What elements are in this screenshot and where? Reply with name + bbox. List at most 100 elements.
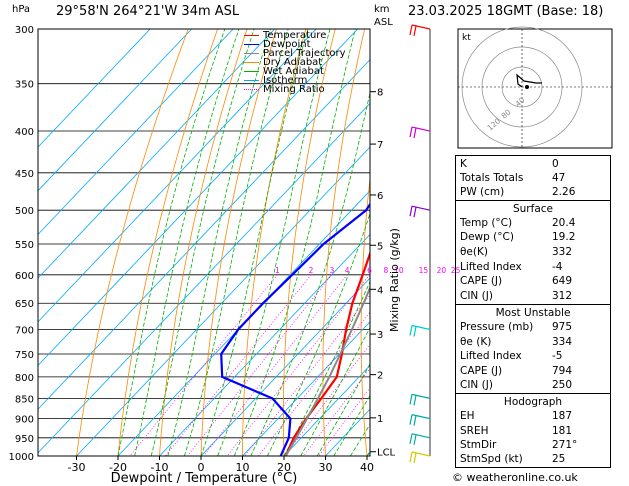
pressure-tick-label: 650 [15,299,34,310]
divider [456,393,610,394]
index-label: CAPE (J) [460,275,503,287]
wind-barb [409,126,431,139]
index-label: PW (cm) [460,186,505,198]
wet-adiabat-line [250,90,370,456]
x-tick-label: 0 [198,461,205,474]
km-tick-label: 5 [377,241,383,252]
index-label: Lifted Index [460,350,522,362]
index-value: -5 [552,350,563,362]
pressure-tick-label: 1000 [9,452,34,463]
wind-barb [409,433,431,445]
hodograph-unit-label: kt [462,33,471,43]
km-tick-label: LCL [377,448,396,459]
wet-adiabat-line [117,29,226,456]
index-value: -4 [552,261,563,273]
index-value: 187 [552,410,573,422]
wet-adiabat-line [316,363,370,456]
isotherm-line [159,233,370,456]
wet-adiabat-line [300,326,370,456]
station-location: 29°58'N 264°21'W 34m ASL [56,4,240,19]
hodograph-row: SREH 181 [460,424,606,438]
pressure-tick-label: 350 [15,80,34,91]
km-tick-label: 8 [377,88,383,99]
mixing-ratio-label: 3 [329,266,334,275]
mixing-ratio-line [226,274,370,456]
wet-adiabat-line [267,212,370,456]
mixing-ratio-label: 2 [309,266,314,275]
mixing-ratio-line [129,274,278,456]
pressure-tick-label: 700 [15,326,34,337]
legend-parcel: Parcel Trajectory [244,49,346,59]
km-tick-label: 3 [377,330,383,341]
dry-adiabat-line [242,29,307,456]
divider [456,304,610,305]
wind-barb [409,24,431,37]
plot-frame [37,28,371,457]
mixing-ratio-label: 1 [275,266,280,275]
legend-swatch [244,62,259,63]
index-label: SREH [460,425,489,437]
index-value: 0 [552,158,559,170]
pressure-tick-label: 850 [15,394,34,405]
dry-adiabat-line [434,29,453,456]
legend-isotherm: Isotherm [244,75,346,86]
height-unit-label: km ASL [374,3,393,29]
wet-adiabat-line [150,29,255,456]
pressure-tick-label: 750 [15,350,34,361]
legend-label: Mixing Ratio [263,84,325,95]
wet-adiabat-line [184,29,289,456]
mixing-ratio-label: 8 [383,266,388,275]
index-value: 332 [552,246,573,258]
pressure-tick-label: 550 [15,240,34,251]
wind-barb [409,414,431,426]
index-value: 312 [552,290,573,302]
mixing-ratio-line [244,294,370,456]
index-row: Totals Totals 47 [460,171,606,185]
isotherm-line [242,321,370,456]
surface-section-title: Surface [512,203,553,215]
index-label: StmSpd (kt) [460,453,523,465]
index-value: 19.2 [552,231,576,243]
mixing-ratio-label: 10 [394,266,404,275]
copyright-text: © weatheronline.co.uk [452,471,578,484]
legend-dry-adiabat: Dry Adiabat [244,58,346,68]
hodograph-row: StmSpd (kt) 25 [460,452,606,466]
isotherm-line [38,29,192,192]
index-value: 47 [552,172,566,184]
wind-barb [409,324,431,337]
pressure-tick-label: 900 [15,415,34,426]
mixing-ratio-label: 6 [367,266,372,275]
hodograph-section-title: Hodograph [503,396,563,408]
pressure-tick-label: 400 [15,127,34,138]
pressure-unit-label: hPa [12,4,31,15]
legend-label: Isotherm [263,75,308,86]
mixing-ratio-line [203,274,348,456]
index-label: CIN (J) [460,379,493,391]
mixing-ratio-label: 20 [437,266,447,275]
isotherm-line [38,102,370,454]
height-unit-km: km [374,4,390,15]
legend-dewpoint: Dewpoint [244,39,346,50]
legend-mixing-ratio: Mixing Ratio [244,84,346,95]
x-tick-label: -10 [151,461,169,474]
hodograph-trace [516,73,542,88]
isotherm-line [38,29,151,148]
legend-label: Dewpoint [263,39,311,50]
x-tick-label: 10 [236,461,250,474]
height-unit-asl: ASL [374,17,393,28]
index-label: StmDir [460,439,497,451]
pressure-tick-label: 500 [15,206,34,217]
index-value: 250 [552,379,573,391]
legend-swatch [244,35,259,36]
wet-adiabat-line [167,29,271,456]
index-value: 2.26 [552,186,576,198]
most-unstable-row: CAPE (J) 794 [460,364,606,378]
wind-barb [409,393,431,406]
series-parcel-trajectory [284,285,370,456]
legend-label: Temperature [263,30,327,41]
surface-row: Lifted Index -4 [460,260,606,274]
x-tick-label: 30 [319,461,333,474]
legend-label: Wet Adiabat [263,66,324,77]
dry-adiabat-line [76,29,189,456]
